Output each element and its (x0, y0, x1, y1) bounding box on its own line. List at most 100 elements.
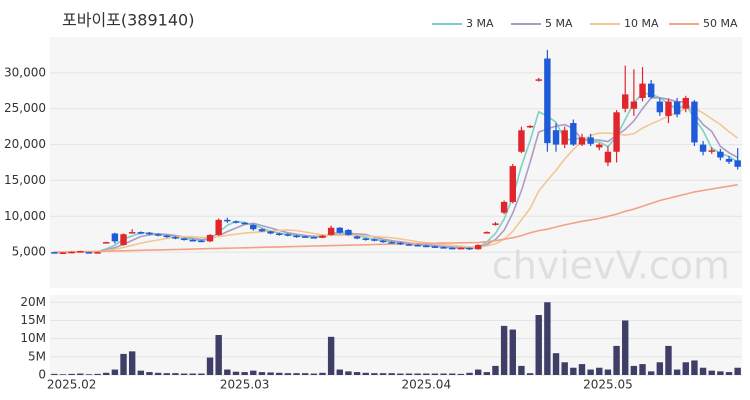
volume-bar (622, 320, 629, 375)
candle-body (431, 246, 439, 248)
volume-bar (345, 371, 352, 375)
volume-bar (423, 373, 430, 375)
candle-body (639, 83, 646, 98)
candle-body (673, 101, 681, 115)
candle-body (708, 150, 715, 152)
candle-body (457, 247, 465, 250)
volume-bar (570, 367, 577, 375)
volume-bar (163, 373, 170, 375)
y-tick-label: 5,000 (12, 245, 46, 259)
volume-bar (630, 365, 638, 375)
volume-bar (665, 345, 672, 375)
volume-bar (449, 373, 456, 375)
candle-body (587, 137, 594, 144)
candle-body (717, 151, 724, 158)
volume-bar (500, 325, 508, 375)
candle-body (630, 101, 638, 109)
volume-bar (604, 369, 612, 375)
volume-bar (682, 362, 689, 375)
ma-line (54, 107, 739, 254)
candle-body (267, 231, 274, 234)
chart-title: 포바이포(389140) (62, 11, 194, 30)
volume-bar (474, 369, 482, 375)
candle-body (250, 224, 257, 230)
candle-body (310, 237, 318, 239)
y-tick-label: 15,000 (4, 173, 46, 187)
volume-bar (111, 369, 119, 375)
candle-body (725, 158, 733, 162)
candle-body (414, 244, 421, 247)
volume-bar (172, 373, 179, 375)
y-tick-label: 10,000 (4, 209, 46, 223)
candle-body (85, 252, 93, 254)
candle-body (51, 252, 58, 254)
candle-body (622, 94, 629, 109)
volume-bar (526, 373, 534, 375)
candle-body (146, 232, 153, 235)
candle-body (509, 166, 516, 202)
candle-body (94, 252, 101, 254)
volume-bar (397, 373, 404, 375)
volume-bar (535, 315, 542, 375)
volume-bar (258, 372, 266, 375)
candle-body (483, 232, 491, 234)
candle-body (224, 219, 231, 222)
volume-bar (371, 373, 378, 375)
volume-bar (68, 373, 75, 375)
candle-body (371, 239, 378, 241)
volume-bar (137, 370, 145, 375)
candle-body (154, 234, 162, 236)
candle-body (388, 242, 395, 244)
candle-body (699, 144, 707, 152)
candle-body (128, 232, 136, 234)
candle-body (276, 233, 283, 235)
volume-bar (51, 373, 58, 375)
candle-body (449, 247, 456, 250)
candle-body (284, 234, 292, 236)
volume-bar (596, 367, 603, 375)
plot-background (50, 295, 742, 375)
x-tick-label: 2025.02 (47, 378, 97, 392)
y-tick-label: 25,000 (4, 101, 46, 115)
y-tick-label: 5M (28, 349, 46, 363)
y-tick-label: 0 (38, 368, 46, 382)
volume-bar (327, 336, 335, 375)
volume-bar (198, 373, 205, 375)
candle-body (379, 240, 387, 243)
volume-bar (215, 335, 222, 375)
candle-body (336, 227, 343, 233)
volume-bar (103, 372, 110, 375)
candle-body (734, 160, 741, 167)
volume-bar (120, 353, 127, 375)
candle-body (241, 222, 248, 225)
candle-body (440, 247, 447, 249)
y-tick-label: 10M (20, 331, 46, 345)
candle-body (293, 235, 300, 238)
volume-bar (613, 345, 620, 375)
candle-body (405, 244, 413, 246)
candle-body (492, 223, 499, 225)
candle-body (301, 236, 309, 238)
watermark: chvievV.com (492, 244, 730, 288)
candle-body (189, 239, 196, 242)
volume-bar (414, 373, 421, 375)
volume-bar (639, 364, 646, 375)
legend-label: 5 MA (545, 17, 573, 30)
legend-label: 3 MA (466, 17, 494, 30)
volume-bar (284, 373, 292, 375)
volume-bar (59, 374, 67, 375)
candle-body (518, 130, 525, 152)
candle-body (362, 238, 369, 241)
volume-bar (336, 369, 343, 375)
candle-body (59, 252, 67, 255)
volume-bar (509, 329, 516, 375)
volume-bar (206, 357, 214, 375)
candle-body (232, 221, 240, 223)
volume-bar (431, 373, 439, 375)
volume-bar (734, 367, 741, 375)
candle-body (345, 229, 352, 235)
candle-body (180, 238, 188, 241)
candle-body (120, 234, 127, 245)
